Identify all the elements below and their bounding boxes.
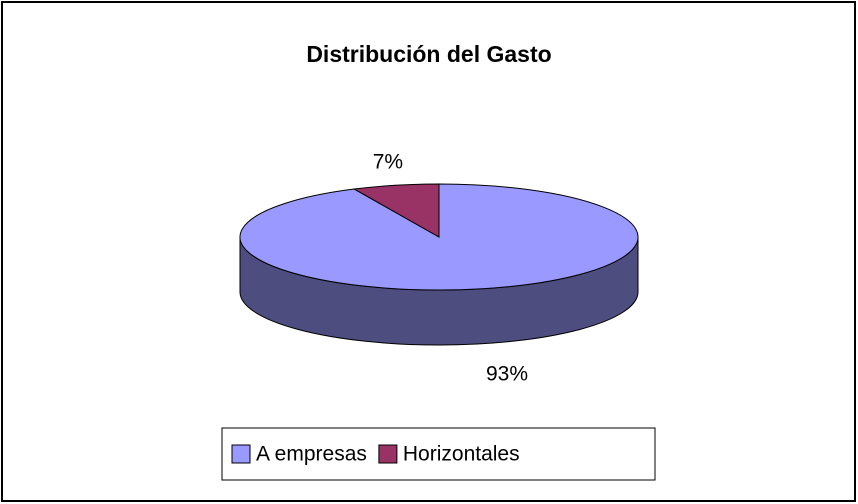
data-label: 7% <box>373 151 403 174</box>
legend-swatch <box>378 444 398 464</box>
legend-label: Horizontales <box>403 443 520 466</box>
chart-title: Distribución del Gasto <box>306 41 551 67</box>
legend-box <box>221 427 656 481</box>
legend-label: A empresas <box>256 443 367 466</box>
slice <box>352 183 440 238</box>
legend-swatch <box>231 444 251 464</box>
data-label: 93% <box>486 363 528 386</box>
